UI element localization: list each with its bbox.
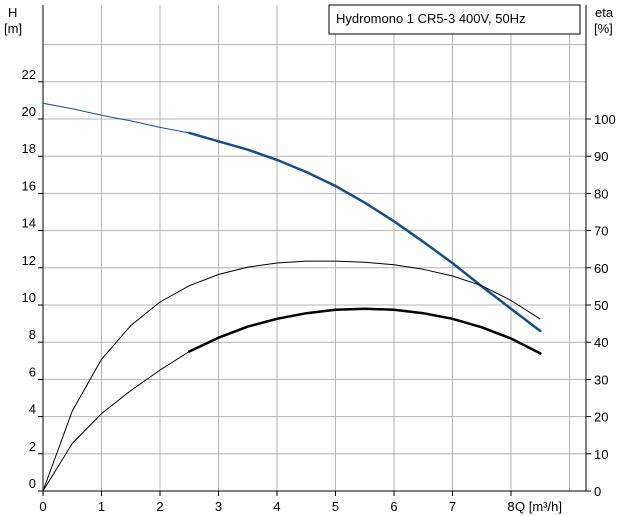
y-left-tick-label: 8: [29, 327, 36, 342]
y-right-tick-label: 0: [594, 484, 601, 499]
y-right-tick-label: 40: [594, 335, 608, 350]
series-line-3: [42, 308, 541, 492]
x-tick-label: 3: [215, 499, 222, 514]
y-left-label-line2: [m]: [4, 21, 22, 36]
x-tick-label: 2: [156, 499, 163, 514]
y-right-tick-label: 20: [594, 410, 608, 425]
x-tick-label: 6: [390, 499, 397, 514]
y-right-tick-label: 90: [594, 149, 608, 164]
y-left-tick-label: 12: [22, 253, 36, 268]
x-tick-label: 4: [273, 499, 280, 514]
x-tick-label: 0: [39, 499, 46, 514]
y-left-tick-label: 20: [22, 104, 36, 119]
y-right-tick-label: 100: [594, 112, 616, 127]
y-right-tick-label: 30: [594, 372, 608, 387]
series-lines: [42, 102, 542, 492]
y-left-tick-label: 22: [22, 67, 36, 82]
x-tick-label: 1: [98, 499, 105, 514]
chart-title: Hydromono 1 CR5-3 400V, 50Hz: [336, 11, 526, 26]
y-left-tick-label: 0: [29, 476, 36, 491]
y-left-tick-label: 10: [22, 290, 36, 305]
x-tick-label: 8: [507, 499, 514, 514]
series-line-1: [42, 102, 541, 332]
y-left-tick-label: 16: [22, 178, 36, 193]
grid-lines: [43, 5, 586, 491]
tick-labels: 0 1 2 3 4 5 6 7 80246810121416182022010203040506…: [22, 67, 616, 514]
x-axis-label: Q [m³/h]: [515, 499, 562, 514]
y-left-label-line1: H: [8, 5, 17, 20]
axes: [38, 5, 591, 496]
y-right-tick-label: 80: [594, 186, 608, 201]
series-line-1-operating-range: [188, 131, 542, 333]
series-line-2: [42, 260, 541, 492]
y-right-label-line2: [%]: [594, 21, 613, 36]
y-right-tick-label: 10: [594, 447, 608, 462]
y-right-tick-label: 60: [594, 261, 608, 276]
x-tick-label: 7: [449, 499, 456, 514]
y-right-label-line1: eta: [595, 5, 614, 20]
y-right-tick-label: 50: [594, 298, 608, 313]
y-left-tick-label: 4: [29, 402, 36, 417]
y-left-tick-label: 14: [22, 216, 36, 231]
title-box: [328, 4, 581, 35]
y-right-tick-label: 70: [594, 224, 608, 239]
y-left-tick-label: 6: [29, 364, 36, 379]
y-left-tick-label: 18: [22, 141, 36, 156]
y-left-tick-label: 2: [29, 439, 36, 454]
x-tick-label: 5: [332, 499, 339, 514]
series-line-3-operating-range: [188, 307, 542, 355]
